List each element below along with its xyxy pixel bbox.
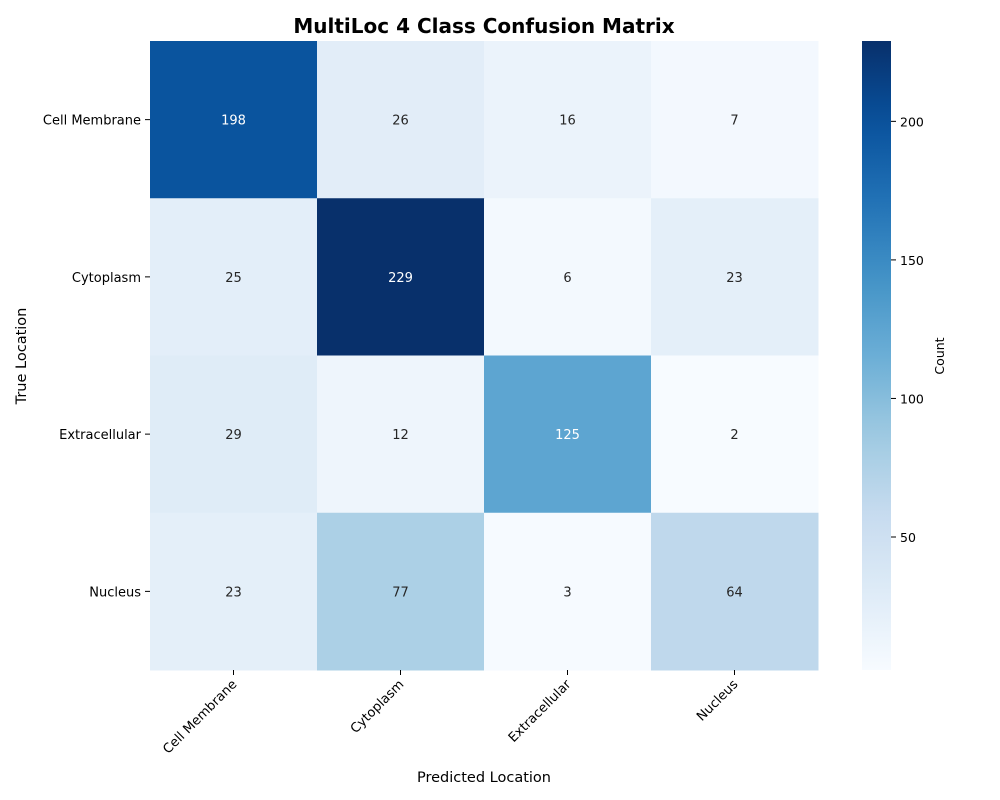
heatmap-cell bbox=[317, 355, 485, 514]
chart-title: MultiLoc 4 Class Confusion Matrix bbox=[293, 14, 674, 38]
colorbar-label: Count bbox=[932, 337, 947, 374]
y-tick-label: Cytoplasm bbox=[72, 271, 141, 286]
heatmap-cell bbox=[150, 512, 318, 671]
y-axis-label: True Location bbox=[14, 308, 30, 406]
heatmap-cell bbox=[484, 512, 652, 671]
heatmap-cells bbox=[150, 41, 819, 671]
y-tick-label: Nucleus bbox=[89, 585, 141, 600]
heatmap-cell-value: 125 bbox=[555, 428, 580, 443]
heatmap-cell bbox=[317, 198, 485, 356]
colorbar-tick-label: 200 bbox=[900, 114, 924, 129]
heatmap-cell bbox=[150, 41, 318, 199]
colorbar-ticks: 50 100 150 200 bbox=[891, 114, 924, 545]
heatmap-cell-value: 198 bbox=[221, 114, 246, 129]
x-tick-label: Nucleus bbox=[694, 677, 741, 724]
heatmap-cell-value: 12 bbox=[392, 428, 409, 443]
y-tick-label: Extracellular bbox=[59, 428, 142, 443]
y-axis-ticks: Cell Membrane Cytoplasm Extracellular Nucle… bbox=[43, 114, 150, 600]
heatmap-cell-value: 26 bbox=[392, 114, 409, 129]
heatmap-cell-value: 6 bbox=[563, 271, 571, 286]
colorbar-tick-label: 50 bbox=[900, 530, 916, 545]
heatmap-cell bbox=[484, 198, 652, 356]
heatmap-cell bbox=[317, 41, 485, 199]
x-tick-label: Cytoplasm bbox=[348, 677, 407, 736]
x-axis-label: Predicted Location bbox=[417, 770, 551, 786]
heatmap-cell-value: 29 bbox=[225, 428, 242, 443]
heatmap-cell bbox=[317, 512, 485, 671]
x-tick-label: Cell Membrane bbox=[160, 677, 240, 757]
y-tick-label: Cell Membrane bbox=[43, 114, 141, 129]
heatmap-cell-value: 7 bbox=[730, 114, 738, 129]
heatmap-cell bbox=[150, 198, 318, 356]
heatmap-cell-value: 25 bbox=[225, 271, 242, 286]
heatmap-cell bbox=[651, 41, 819, 199]
heatmap-cell bbox=[651, 355, 819, 514]
heatmap-cell-value: 23 bbox=[225, 585, 242, 600]
heatmap-cell-value: 16 bbox=[559, 114, 576, 129]
heatmap-cell-value: 229 bbox=[388, 271, 413, 286]
heatmap-cell-value: 3 bbox=[563, 585, 571, 600]
heatmap-cell bbox=[484, 41, 652, 199]
heatmap-cell bbox=[651, 198, 819, 356]
colorbar bbox=[862, 41, 891, 670]
heatmap-cell-labels: 198 26 16 7 25 229 6 23 29 12 125 2 23 77 3 64 bbox=[221, 114, 743, 601]
heatmap-cell-value: 23 bbox=[726, 271, 743, 286]
colorbar-tick-label: 100 bbox=[900, 391, 924, 406]
heatmap-cell-value: 77 bbox=[392, 585, 409, 600]
x-tick-label: Extracellular bbox=[506, 677, 575, 746]
heatmap-cell-value: 2 bbox=[730, 428, 738, 443]
heatmap-cell bbox=[484, 355, 652, 514]
heatmap-cell-value: 64 bbox=[726, 585, 743, 600]
colorbar-tick-label: 150 bbox=[900, 253, 924, 268]
x-axis-ticks: Cell Membrane Cytoplasm Extracellular Nucle… bbox=[160, 670, 741, 757]
heatmap-cell bbox=[651, 512, 819, 671]
heatmap-cell bbox=[150, 355, 318, 514]
